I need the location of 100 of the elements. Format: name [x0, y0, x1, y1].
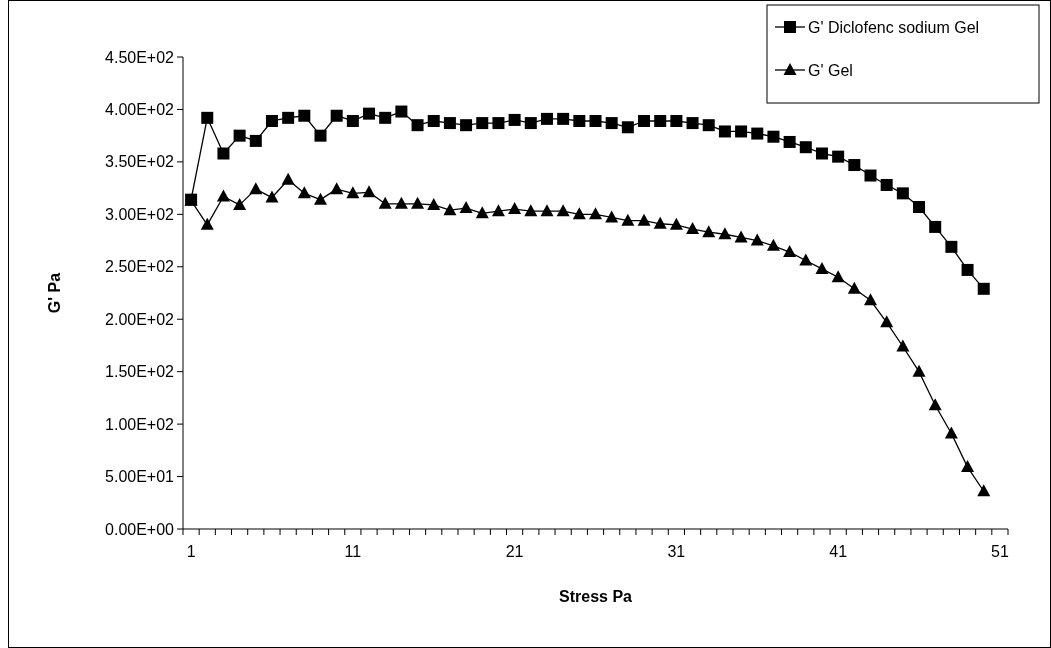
point: [216, 189, 230, 202]
x-axis-title: Stress Pa: [559, 588, 633, 605]
point: [233, 197, 247, 210]
point: [330, 109, 343, 122]
point: [200, 217, 214, 230]
point: [492, 117, 505, 130]
point: [249, 182, 263, 195]
point: [653, 216, 667, 229]
point: [297, 186, 311, 199]
point: [929, 220, 942, 233]
point: [362, 185, 376, 198]
point: [751, 127, 764, 140]
point: [459, 201, 473, 214]
point: [669, 217, 683, 230]
x-tick-label: 1: [186, 543, 196, 560]
point: [848, 159, 861, 172]
point: [944, 426, 958, 439]
point: [702, 119, 715, 132]
point: [427, 114, 440, 127]
point: [702, 225, 716, 238]
point: [880, 315, 894, 328]
x-tick-label: 51: [991, 543, 1009, 560]
y-tick-label: 0.00E+00: [105, 520, 175, 538]
point: [265, 190, 279, 203]
point: [621, 213, 635, 226]
point: [508, 113, 521, 126]
point: [880, 178, 893, 191]
point: [508, 202, 522, 215]
point: [314, 129, 327, 142]
legend-label: G' Gel: [808, 61, 853, 79]
point: [282, 111, 295, 124]
point: [557, 112, 570, 125]
y-axis-title: G' Pa: [46, 272, 63, 314]
point: [734, 230, 748, 243]
point: [411, 119, 424, 132]
point: [572, 207, 586, 220]
point: [298, 109, 311, 122]
point: [896, 187, 909, 200]
point: [638, 114, 651, 127]
y-tick-label: 3.00E+02: [105, 205, 175, 223]
point: [847, 281, 861, 294]
point: [637, 213, 651, 226]
point: [265, 114, 278, 127]
point: [750, 233, 764, 246]
legend-label: G' Diclofenc sodium Gel: [808, 18, 980, 36]
point: [475, 206, 489, 219]
y-tick-label: 1.00E+02: [105, 415, 175, 433]
point: [363, 107, 376, 120]
point: [605, 210, 619, 223]
point: [379, 111, 392, 124]
point: [346, 114, 359, 127]
point: [783, 135, 796, 148]
point: [783, 245, 797, 258]
point: [864, 293, 877, 306]
point: [249, 134, 262, 147]
point: [767, 130, 780, 143]
y-tick-label: 4.50E+02: [105, 48, 175, 66]
point: [411, 196, 425, 209]
point: [443, 117, 456, 130]
point: [589, 207, 602, 220]
point: [605, 117, 618, 130]
point: [912, 364, 926, 377]
point: [460, 119, 473, 132]
point: [718, 125, 731, 138]
point: [831, 270, 845, 283]
point: [524, 117, 537, 130]
point: [815, 147, 828, 160]
point: [314, 192, 327, 205]
point: [815, 261, 829, 274]
point: [589, 114, 602, 127]
point: [928, 398, 942, 411]
point: [896, 339, 910, 352]
point: [540, 204, 554, 217]
y-tick-label: 2.00E+02: [105, 310, 175, 328]
point: [913, 200, 926, 213]
y-tick-label: 3.50E+02: [105, 153, 175, 171]
point: [670, 114, 683, 127]
y-tick-label: 2.50E+02: [105, 258, 175, 276]
x-tick-label: 31: [667, 543, 686, 560]
point: [686, 222, 700, 235]
point: [556, 204, 570, 217]
point: [394, 196, 408, 209]
y-tick-label: 4.00E+02: [105, 101, 175, 119]
y-tick-label: 5.00E+01: [105, 468, 175, 486]
point: [654, 114, 667, 127]
point: [330, 182, 344, 195]
point: [735, 125, 748, 138]
point: [491, 204, 505, 217]
point: [977, 282, 990, 295]
point: [686, 117, 699, 130]
point: [524, 204, 538, 217]
x-tick-label: 11: [344, 543, 362, 560]
point: [766, 238, 780, 251]
point: [832, 150, 845, 163]
point: [718, 227, 732, 240]
point: [540, 112, 553, 125]
point: [217, 147, 230, 160]
point: [476, 117, 489, 130]
point: [233, 129, 246, 142]
point: [621, 121, 634, 134]
